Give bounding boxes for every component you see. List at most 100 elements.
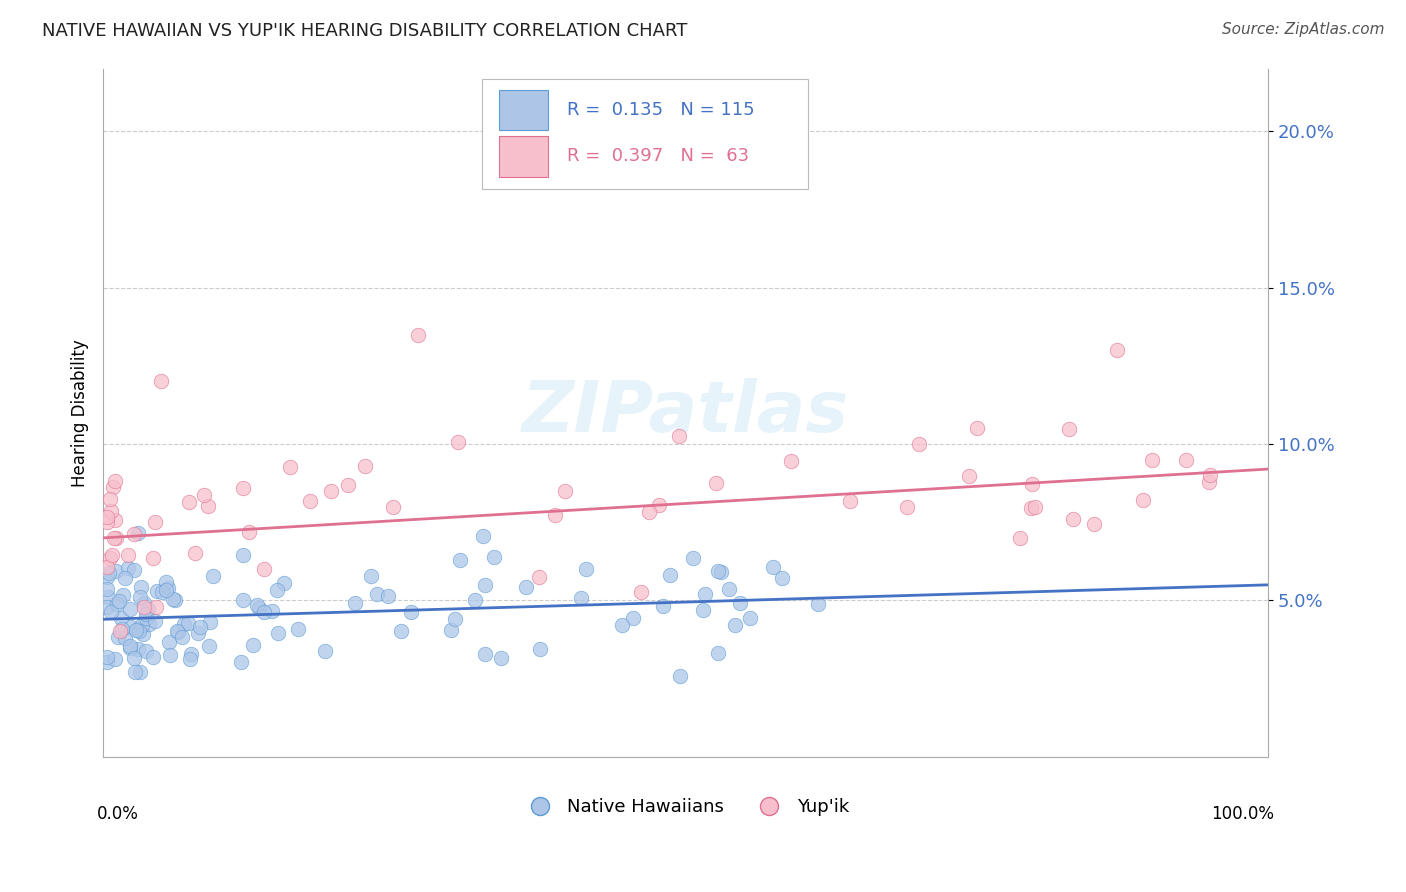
Point — [134, 600, 156, 615]
Point — [966, 421, 988, 435]
Point — [105, 597, 128, 611]
Point — [464, 593, 486, 607]
Point — [111, 588, 134, 602]
Point — [1140, 452, 1163, 467]
Point — [474, 647, 496, 661]
Point — [262, 604, 284, 618]
Point — [1021, 477, 1043, 491]
Point — [527, 570, 550, 584]
Point — [142, 650, 165, 665]
Point — [704, 475, 727, 490]
Point — [187, 626, 209, 640]
Point — [98, 551, 121, 566]
Point — [266, 583, 288, 598]
Point — [135, 607, 157, 621]
Point — [107, 630, 129, 644]
Point — [529, 642, 551, 657]
Point — [638, 505, 661, 519]
Point — [314, 644, 336, 658]
Point — [1024, 500, 1046, 514]
Point — [150, 585, 173, 599]
Point — [554, 483, 576, 498]
Point — [724, 617, 747, 632]
Point — [117, 549, 139, 563]
Point — [107, 594, 129, 608]
Point — [166, 624, 188, 638]
Point — [273, 576, 295, 591]
Point — [162, 592, 184, 607]
FancyBboxPatch shape — [499, 89, 548, 130]
Point — [648, 498, 671, 512]
Point — [157, 634, 180, 648]
Point — [131, 618, 153, 632]
Point — [366, 587, 388, 601]
Point — [299, 494, 322, 508]
Point — [129, 580, 152, 594]
Point — [98, 492, 121, 507]
Point — [124, 665, 146, 680]
Point — [150, 375, 173, 389]
Point — [444, 612, 467, 626]
Point — [738, 611, 761, 625]
Point — [155, 574, 177, 589]
Point — [145, 599, 167, 614]
Point — [489, 650, 512, 665]
Point — [896, 500, 918, 515]
Point — [669, 668, 692, 682]
Point — [96, 560, 118, 574]
Point — [118, 640, 141, 655]
Point — [177, 615, 200, 630]
Point — [544, 508, 567, 522]
Point — [120, 602, 142, 616]
Point — [129, 590, 152, 604]
Point — [1059, 422, 1081, 436]
Point — [692, 603, 714, 617]
Point — [179, 495, 201, 509]
Point — [1198, 475, 1220, 489]
Text: Source: ZipAtlas.com: Source: ZipAtlas.com — [1222, 22, 1385, 37]
Point — [575, 562, 598, 576]
Point — [125, 622, 148, 636]
Point — [621, 611, 644, 625]
Point — [1175, 452, 1198, 467]
Point — [97, 566, 120, 580]
Point — [807, 597, 830, 611]
Point — [142, 551, 165, 566]
Point — [128, 624, 150, 638]
Point — [391, 624, 413, 639]
Point — [232, 481, 254, 495]
FancyBboxPatch shape — [482, 78, 808, 189]
Point — [198, 639, 221, 653]
Point — [100, 605, 122, 619]
Point — [354, 458, 377, 473]
Point — [482, 550, 505, 565]
Point — [100, 504, 122, 518]
Point — [1198, 468, 1220, 483]
Point — [111, 622, 134, 636]
Point — [246, 598, 269, 612]
Point — [730, 596, 752, 610]
Point — [127, 526, 149, 541]
Point — [101, 548, 124, 562]
Point — [122, 526, 145, 541]
Point — [114, 571, 136, 585]
Text: R =  0.397   N =  63: R = 0.397 N = 63 — [567, 147, 749, 165]
Point — [474, 578, 496, 592]
Text: NATIVE HAWAIIAN VS YUP'IK HEARING DISABILITY CORRELATION CHART: NATIVE HAWAIIAN VS YUP'IK HEARING DISABI… — [42, 22, 688, 40]
Point — [193, 488, 215, 502]
Point — [630, 585, 652, 599]
Point — [167, 624, 190, 639]
Text: ZIPatlas: ZIPatlas — [522, 378, 849, 447]
Point — [1010, 531, 1032, 545]
Point — [710, 565, 733, 579]
Point — [1105, 343, 1128, 358]
Point — [117, 560, 139, 574]
Point — [449, 552, 471, 566]
Point — [96, 516, 118, 530]
Point — [103, 531, 125, 545]
Point — [156, 582, 179, 596]
Point — [124, 563, 146, 577]
Point — [247, 600, 270, 615]
Point — [229, 656, 252, 670]
Text: 100.0%: 100.0% — [1211, 805, 1274, 823]
